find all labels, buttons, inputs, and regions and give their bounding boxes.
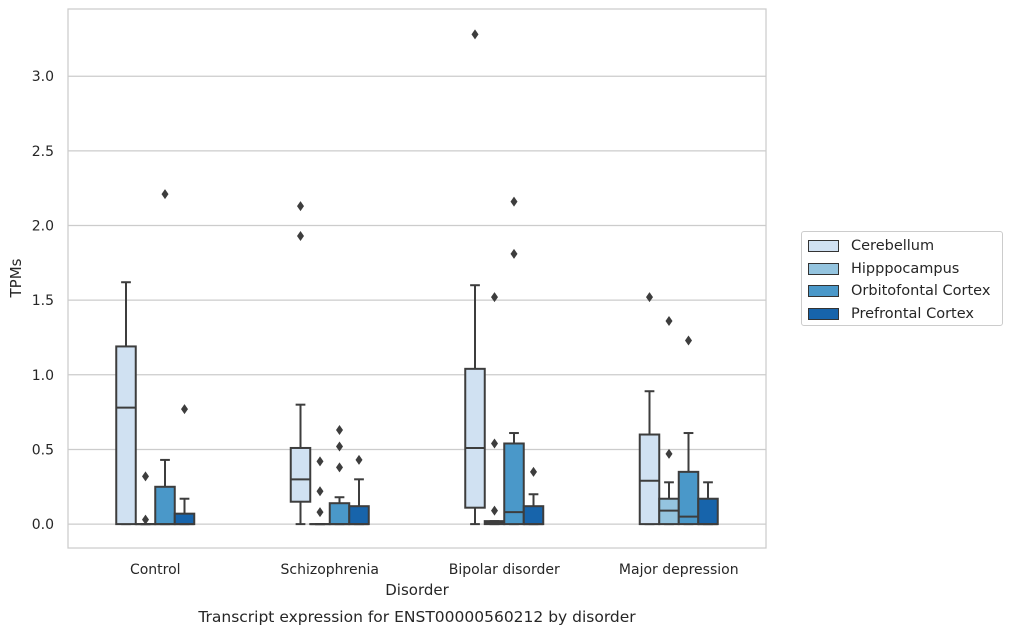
legend-swatch-hippocampus <box>808 263 839 275</box>
y-gridlines <box>68 75 766 525</box>
y-axis-label: TPMs <box>7 258 25 298</box>
y-tick-label: 3.0 <box>32 69 54 85</box>
box-group <box>115 281 137 526</box>
outlier-point <box>471 29 479 40</box>
box-group <box>697 481 719 526</box>
outlier-point <box>530 466 537 477</box>
x-tick-label: Major depression <box>619 562 739 578</box>
outlier-point <box>510 248 518 259</box>
legend-label: Cerebellum <box>851 238 935 254</box>
x-tick-label: Bipolar disorder <box>449 562 560 578</box>
outlier-point <box>491 292 498 303</box>
outlier-point <box>336 462 343 473</box>
box-group <box>134 471 157 526</box>
outlier-point <box>142 514 149 525</box>
box <box>328 502 351 526</box>
chart-title: Transcript expression for ENST0000056021… <box>197 608 636 626</box>
x-tick-label: Schizophrenia <box>281 562 379 578</box>
outlier-point <box>665 448 673 459</box>
box-group <box>658 316 680 526</box>
box-group <box>348 454 370 526</box>
box <box>173 512 196 526</box>
y-axis-ticks: 0.0 0.5 1.0 1.5 2.0 2.5 3.0 <box>32 69 54 533</box>
box <box>115 345 137 526</box>
y-tick-label: 0.0 <box>32 517 54 533</box>
y-tick-label: 1.5 <box>32 293 54 309</box>
legend: Cerebellum Hipppocampus Orbitofontal Cor… <box>801 231 1003 326</box>
outlier-point <box>355 454 363 465</box>
legend-swatch-prefrontal-cortex <box>808 308 839 320</box>
box <box>503 442 525 526</box>
outlier-point <box>665 316 673 327</box>
x-axis-label: Disorder <box>385 581 449 599</box>
box <box>697 497 719 526</box>
box <box>154 485 176 526</box>
legend-item-cerebellum: Cerebellum <box>808 236 934 256</box>
outlier-point <box>685 335 692 346</box>
y-tick-label: 0.5 <box>32 442 54 458</box>
box <box>289 446 312 503</box>
box-group <box>464 29 486 526</box>
legend-label: Hipppocampus <box>851 261 960 277</box>
box-group <box>309 456 331 526</box>
box-group <box>638 292 661 526</box>
box-group <box>503 196 525 526</box>
outlier-point <box>491 438 498 449</box>
outlier-point <box>510 196 518 207</box>
y-tick-label: 2.0 <box>32 218 54 234</box>
outlier-point <box>297 230 304 241</box>
legend-label: Prefrontal Cortex <box>851 306 974 322</box>
legend-swatch-cerebellum <box>808 240 839 252</box>
legend-item-hippocampus: Hipppocampus <box>808 259 959 279</box>
legend-label: Orbitofontal Cortex <box>851 283 991 299</box>
outlier-point <box>646 292 653 303</box>
outlier-point <box>161 189 169 200</box>
outlier-point <box>181 404 188 415</box>
outlier-point <box>142 471 149 482</box>
x-axis-ticks: Control Schizophrenia Bipolar disorder Majo… <box>130 562 739 578</box>
outlier-point <box>297 201 304 212</box>
outlier-point <box>491 505 498 516</box>
outlier-point <box>316 486 324 497</box>
box-group <box>328 425 351 526</box>
legend-item-orbitofrontal-cortex: Orbitofontal Cortex <box>808 281 990 301</box>
box-group <box>522 466 545 526</box>
box <box>638 433 661 526</box>
outlier-point <box>336 441 343 452</box>
y-tick-label: 2.5 <box>32 144 54 160</box>
outlier-point <box>316 507 324 518</box>
legend-item-prefrontal-cortex: Prefrontal Cortex <box>808 304 974 324</box>
plot-area-frame <box>67 8 767 549</box>
outlier-point <box>336 425 343 436</box>
box <box>522 505 545 526</box>
box-plot-series <box>115 29 719 526</box>
box-group <box>173 404 196 526</box>
box-group <box>677 335 700 526</box>
y-tick-label: 1.0 <box>32 368 54 384</box>
box <box>348 505 370 526</box>
outlier-point <box>316 456 324 467</box>
box-group <box>483 292 506 526</box>
legend-swatch-orbitofrontal-cortex <box>808 285 839 297</box>
box-group <box>289 201 312 526</box>
box <box>464 367 486 509</box>
box-group <box>154 189 176 526</box>
x-tick-label: Control <box>130 562 181 578</box>
